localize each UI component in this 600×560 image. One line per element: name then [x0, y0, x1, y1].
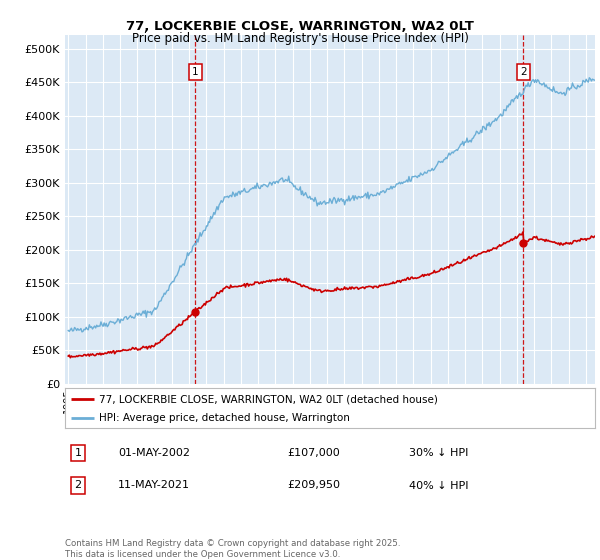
- Text: 40% ↓ HPI: 40% ↓ HPI: [409, 480, 469, 491]
- Text: 1: 1: [192, 67, 199, 77]
- Text: 2: 2: [520, 67, 527, 77]
- Text: 01-MAY-2002: 01-MAY-2002: [118, 448, 190, 458]
- Text: 11-MAY-2021: 11-MAY-2021: [118, 480, 190, 491]
- Text: HPI: Average price, detached house, Warrington: HPI: Average price, detached house, Warr…: [99, 413, 350, 423]
- Text: Contains HM Land Registry data © Crown copyright and database right 2025.
This d: Contains HM Land Registry data © Crown c…: [65, 539, 400, 559]
- Text: 2: 2: [74, 480, 82, 491]
- Text: 77, LOCKERBIE CLOSE, WARRINGTON, WA2 0LT (detached house): 77, LOCKERBIE CLOSE, WARRINGTON, WA2 0LT…: [99, 394, 438, 404]
- Text: Price paid vs. HM Land Registry's House Price Index (HPI): Price paid vs. HM Land Registry's House …: [131, 31, 469, 45]
- Text: 30% ↓ HPI: 30% ↓ HPI: [409, 448, 469, 458]
- Text: £209,950: £209,950: [287, 480, 340, 491]
- Text: £107,000: £107,000: [287, 448, 340, 458]
- Text: 77, LOCKERBIE CLOSE, WARRINGTON, WA2 0LT: 77, LOCKERBIE CLOSE, WARRINGTON, WA2 0LT: [126, 20, 474, 34]
- Text: 1: 1: [74, 448, 82, 458]
